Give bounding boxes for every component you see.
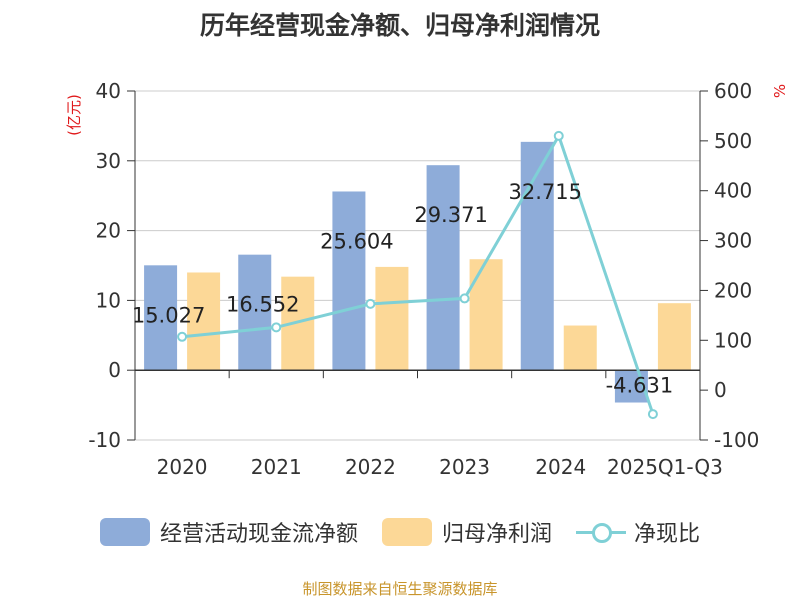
cash-bars xyxy=(144,141,648,403)
cash-data-label: 29.371 xyxy=(414,203,487,227)
category-label: 2023 xyxy=(439,455,490,479)
profit-bar xyxy=(375,266,409,371)
right-tick-label: 200 xyxy=(714,278,752,302)
cash-data-label: 32.715 xyxy=(509,180,582,204)
legend-item-profit[interactable]: 归母净利润 xyxy=(381,516,552,548)
left-tick-label: 0 xyxy=(108,358,121,382)
ratio-point xyxy=(271,322,282,333)
right-tick-label: 100 xyxy=(714,328,752,352)
profit-bar xyxy=(469,259,503,371)
profit-bar xyxy=(187,272,221,371)
legend: 经营活动现金流净额 归母净利润 净现比 xyxy=(0,516,800,548)
category-label: 2024 xyxy=(535,455,586,479)
legend-item-cash[interactable]: 经营活动现金流净额 xyxy=(99,516,358,548)
cash-bar xyxy=(520,141,554,371)
cash-data-label: -4.631 xyxy=(606,374,674,398)
cash-data-label: 25.604 xyxy=(320,229,393,253)
left-tick-label: 30 xyxy=(96,149,121,173)
category-label: 2021 xyxy=(251,455,302,479)
cash-bar xyxy=(426,165,460,371)
cash-data-label: 16.552 xyxy=(226,293,299,317)
legend-swatch-profit xyxy=(381,518,432,546)
right-unit-label: % xyxy=(771,84,789,98)
ratio-point xyxy=(177,331,188,342)
right-tick-label: 0 xyxy=(714,378,727,402)
legend-swatch-cash xyxy=(99,518,150,546)
left-unit-label: (亿元) xyxy=(65,94,83,136)
chart-title: 历年经营现金净额、归母净利润情况 xyxy=(199,11,600,40)
cash-bar xyxy=(144,265,178,371)
ratio-line xyxy=(181,132,655,415)
cash-bar xyxy=(238,254,272,371)
left-tick-label: 40 xyxy=(96,79,121,103)
ratio-point xyxy=(553,130,564,141)
ratio-point xyxy=(459,293,470,304)
right-tick-label: 400 xyxy=(714,179,752,203)
ratio-point xyxy=(365,298,376,309)
profit-bar xyxy=(657,303,691,371)
legend-swatch-ratio xyxy=(576,518,626,546)
category-label: 2025Q1-Q3 xyxy=(607,455,723,479)
right-tick-label: 300 xyxy=(714,229,752,253)
legend-label-cash: 经营活动现金流净额 xyxy=(159,522,358,547)
left-tick-label: 20 xyxy=(96,219,121,243)
ratio-point xyxy=(647,409,658,420)
data-labels: 15.027 16.552 25.604 29.371 32.715 -4.631 xyxy=(132,180,673,398)
right-tick-label: -100 xyxy=(714,428,759,452)
category-label: 2020 xyxy=(157,455,208,479)
ratio-line-series xyxy=(177,130,658,420)
left-tick-label: 10 xyxy=(96,288,121,312)
right-tick-label: 500 xyxy=(714,129,752,153)
cash-bar xyxy=(332,191,366,371)
profit-bar xyxy=(563,325,597,371)
left-tick-label: -10 xyxy=(88,428,121,452)
cash-data-label: 15.027 xyxy=(132,303,205,327)
right-tick-label: 600 xyxy=(714,79,752,103)
legend-item-ratio[interactable]: 净现比 xyxy=(576,516,700,548)
legend-label-ratio: 净现比 xyxy=(634,522,701,547)
legend-label-profit: 归母净利润 xyxy=(441,522,552,547)
source-note: 制图数据来自恒生聚源数据库 xyxy=(302,580,498,598)
category-label: 2022 xyxy=(345,455,396,479)
